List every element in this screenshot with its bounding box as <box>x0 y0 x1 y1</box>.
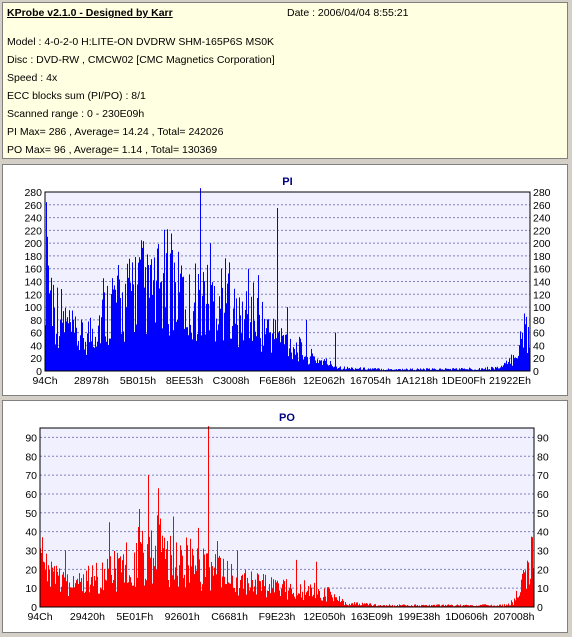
x-tick-label: 1DE00Fh <box>441 375 486 387</box>
po-chart-panel: PO 0 0 10 10 20 20 30 30 40 40 50 50 60 60 70 70 80 80 90 90… <box>2 400 568 633</box>
y-tick-label-right: 50 <box>537 508 549 520</box>
y-tick-label-left: 180 <box>24 251 42 263</box>
y-tick-label-right: 20 <box>537 564 549 576</box>
x-tick-label: C3008h <box>213 375 250 387</box>
info-speed: Speed : 4x <box>7 72 58 84</box>
y-tick-label-left: 20 <box>25 564 37 576</box>
po-chart: PO 0 0 10 10 20 20 30 30 40 40 50 50 60 60 70 70 80 80 90 90… <box>25 412 549 623</box>
y-tick-label-left: 50 <box>25 508 37 520</box>
y-tick-label-left: 30 <box>25 545 37 557</box>
info-disc: Disc : DVD-RW , CMCW02 [CMC Magnetics Co… <box>7 54 275 66</box>
chart-title: PO <box>279 412 295 424</box>
y-tick-label-left: 280 <box>24 187 42 199</box>
x-tick-label: 1A1218h <box>396 375 438 387</box>
y-tick-label-left: 40 <box>30 340 42 352</box>
pi-chart-panel: PI 0 0 20 20 40 40 60 60 80 80 100 100 120 120 140 140 16… <box>2 164 568 396</box>
info-po-stats: PO Max= 96 , Average= 1.14 , Total= 1303… <box>7 144 218 156</box>
y-tick-label-left: 240 <box>24 213 42 225</box>
info-pi-stats: PI Max= 286 , Average= 14.24 , Total= 24… <box>7 126 224 138</box>
x-tick-label: 12E062h <box>303 375 345 387</box>
x-tick-label: 163E09h <box>351 611 393 623</box>
y-tick-label-right: 40 <box>537 527 549 539</box>
x-tick-label: 207008h <box>494 611 535 623</box>
y-tick-label-right: 60 <box>533 328 545 340</box>
y-tick-label-right: 260 <box>533 200 551 212</box>
y-tick-label-right: 70 <box>537 470 549 482</box>
plot-frame <box>39 427 535 608</box>
y-tick-label-right: 200 <box>533 238 551 250</box>
x-tick-label: C6681h <box>211 611 248 623</box>
x-tick-label: 5E01Fh <box>116 611 153 623</box>
plot-frame <box>44 191 531 372</box>
y-tick-label-left: 140 <box>24 277 42 289</box>
y-tick-label-right: 100 <box>533 302 551 314</box>
y-tick-label-right: 30 <box>537 545 549 557</box>
x-tick-label: 5B015h <box>120 375 156 387</box>
y-tick-label-right: 0 <box>537 602 543 614</box>
chart-title: PI <box>282 176 292 188</box>
y-tick-label-left: 80 <box>30 315 42 327</box>
x-tick-label: F6E86h <box>259 375 296 387</box>
app-title: KProbe v2.1.0 - Designed by Karr <box>7 7 173 19</box>
y-tick-label-right: 160 <box>533 264 551 276</box>
y-tick-label-right: 60 <box>537 489 549 501</box>
y-tick-label-left: 160 <box>24 264 42 276</box>
y-tick-label-left: 220 <box>24 225 42 237</box>
y-tick-label-right: 180 <box>533 251 551 263</box>
x-tick-label: 167054h <box>350 375 391 387</box>
y-tick-label-left: 120 <box>24 289 42 301</box>
y-tick-label-right: 120 <box>533 289 551 301</box>
y-tick-label-left: 20 <box>30 353 42 365</box>
x-tick-label: 21922Eh <box>489 375 531 387</box>
y-tick-label-left: 100 <box>24 302 42 314</box>
info-range: Scanned range : 0 - 230E09h <box>7 108 145 120</box>
y-tick-label-right: 240 <box>533 213 551 225</box>
y-tick-label-left: 260 <box>24 200 42 212</box>
y-tick-label-left: 60 <box>30 328 42 340</box>
y-tick-label-left: 0 <box>31 602 37 614</box>
y-tick-label-left: 10 <box>25 583 37 595</box>
y-tick-label-right: 80 <box>533 315 545 327</box>
y-tick-label-right: 90 <box>537 432 549 444</box>
y-tick-label-right: 10 <box>537 583 549 595</box>
y-tick-label-left: 90 <box>25 432 37 444</box>
x-tick-label: 1D0606h <box>445 611 488 623</box>
y-tick-label-left: 200 <box>24 238 42 250</box>
y-tick-label-right: 280 <box>533 187 551 199</box>
y-tick-label-left: 70 <box>25 470 37 482</box>
x-tick-label: 8EE53h <box>166 375 204 387</box>
x-tick-label: 94Ch <box>27 611 52 623</box>
x-tick-label: 29420h <box>70 611 105 623</box>
y-tick-label-right: 40 <box>533 340 545 352</box>
x-tick-label: 92601h <box>165 611 200 623</box>
x-tick-label: 94Ch <box>32 375 57 387</box>
y-tick-label-left: 0 <box>36 366 42 378</box>
scan-date: Date : 2006/04/04 8:55:21 <box>287 7 409 19</box>
x-tick-label: 199E38h <box>398 611 440 623</box>
x-tick-label: F9E23h <box>259 611 296 623</box>
y-tick-label-right: 220 <box>533 225 551 237</box>
y-tick-label-left: 60 <box>25 489 37 501</box>
info-panel: KProbe v2.1.0 - Designed by Karr Date : … <box>2 2 568 159</box>
y-tick-label-right: 80 <box>537 451 549 463</box>
x-tick-label: 28978h <box>74 375 109 387</box>
y-tick-label-right: 140 <box>533 277 551 289</box>
info-model: Model : 4-0-2-0 H:LITE-ON DVDRW SHM-165P… <box>7 36 275 48</box>
y-tick-label-left: 80 <box>25 451 37 463</box>
y-tick-label-right: 0 <box>533 366 539 378</box>
y-tick-label-left: 40 <box>25 527 37 539</box>
y-tick-label-right: 20 <box>533 353 545 365</box>
x-tick-label: 12E050h <box>303 611 345 623</box>
info-ecc: ECC blocks sum (PI/PO) : 8/1 <box>7 90 146 102</box>
